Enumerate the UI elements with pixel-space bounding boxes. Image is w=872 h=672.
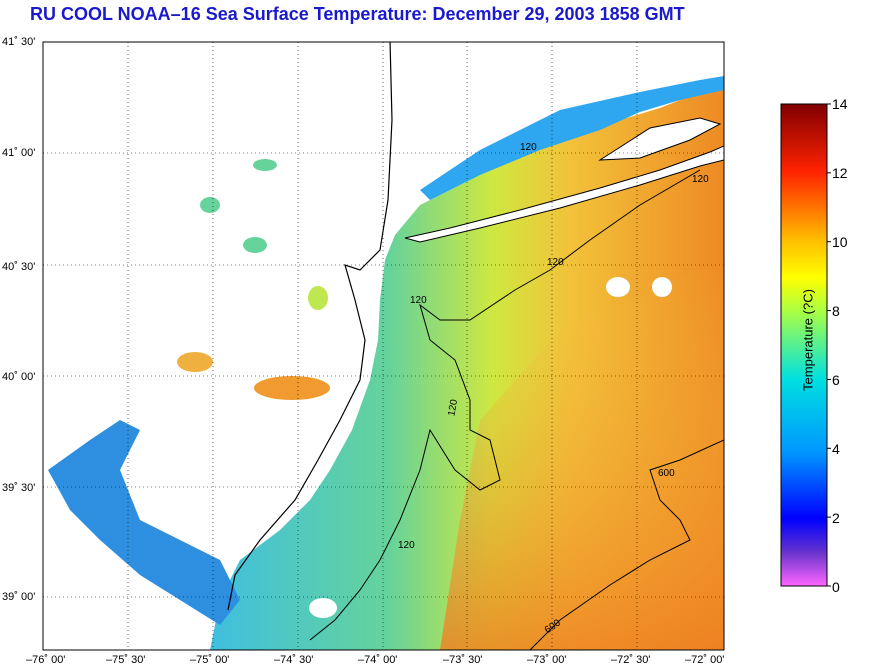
colorbar-tick: 6 [832, 372, 840, 388]
long-island [404, 145, 724, 243]
sst-patch [177, 352, 213, 372]
cloud-gap [652, 277, 672, 297]
lon-label: –73˚ 30' [443, 654, 483, 666]
lon-label: –72˚ 30' [611, 654, 651, 666]
cloud-gap [606, 277, 630, 297]
colorbar-label: Temperature (?C) [800, 289, 816, 391]
colorbar-tick: 10 [832, 234, 848, 250]
contour-label: 120 [410, 295, 427, 306]
warm-water-region [440, 260, 724, 650]
colorbar [780, 103, 828, 587]
lon-label: –73˚ 00' [527, 654, 567, 666]
lat-label: 41˚ 30' [2, 36, 36, 48]
sst-patch [308, 286, 328, 310]
lat-label: 39˚ 30' [2, 482, 36, 494]
lat-label: 39˚ 00' [2, 591, 36, 603]
delaware-bay [48, 420, 240, 625]
lon-label: –72˚ 00' [685, 654, 725, 666]
contour-600 [529, 439, 724, 650]
colorbar-tick: 14 [832, 96, 848, 112]
contour-label: 120 [446, 398, 460, 417]
plot-frame [42, 41, 725, 651]
lon-label: –76˚ 00' [26, 654, 66, 666]
long-island-sound [420, 76, 724, 200]
contour-label: 120 [398, 540, 415, 551]
colorbar-tick: 0 [832, 579, 840, 595]
contour-label: 120 [520, 142, 537, 153]
colorbar-tick: 8 [832, 303, 840, 319]
lat-label: 40˚ 00' [2, 371, 36, 383]
map-title: RU COOL NOAA–16 Sea Surface Temperature:… [30, 4, 685, 24]
colorbar-tick: 12 [832, 165, 848, 181]
sst-patch [200, 197, 220, 213]
contour-label: 600 [658, 468, 675, 479]
graticule [43, 42, 724, 650]
lat-label: 40˚ 30' [2, 261, 36, 273]
cloud-gap [166, 606, 190, 618]
lat-label: 41˚ 00' [2, 147, 36, 159]
contour-label: 120 [547, 257, 564, 268]
sst-patch [243, 237, 267, 253]
lon-label: –75˚ 30' [106, 654, 146, 666]
nj-coastline [227, 42, 393, 611]
sst-patch [254, 376, 330, 400]
colorbar-tick: 4 [832, 441, 840, 457]
north-fork [598, 117, 722, 161]
lon-label: –74˚ 00' [358, 654, 398, 666]
lon-label: –74˚ 30' [274, 654, 314, 666]
sst-patch [253, 159, 277, 171]
contour-120 [309, 169, 701, 641]
lon-label: –75˚ 00' [190, 654, 230, 666]
cloud-gap [309, 598, 337, 618]
contour-label: 120 [692, 174, 709, 185]
colorbar-tick: 2 [832, 510, 840, 526]
